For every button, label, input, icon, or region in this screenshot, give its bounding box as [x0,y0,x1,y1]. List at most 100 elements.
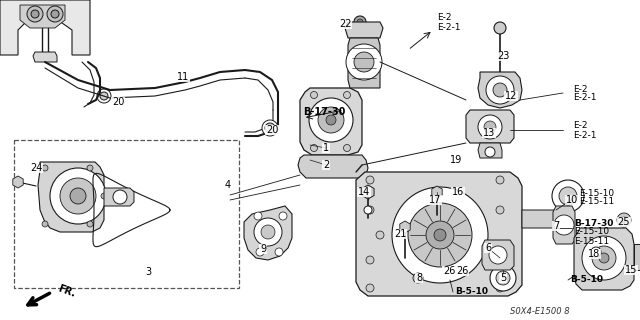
Circle shape [42,221,48,227]
Text: 23: 23 [497,51,509,61]
Circle shape [426,221,454,249]
Text: 7: 7 [553,221,559,231]
Polygon shape [298,155,368,178]
Polygon shape [38,162,104,232]
Polygon shape [33,52,57,62]
Polygon shape [300,88,362,155]
Circle shape [354,16,366,28]
Text: 3: 3 [145,267,151,277]
Polygon shape [522,210,560,228]
Circle shape [262,120,278,136]
Polygon shape [244,206,292,260]
Polygon shape [400,221,410,233]
Circle shape [326,115,336,125]
Polygon shape [478,72,522,108]
Circle shape [493,83,507,97]
Text: 12: 12 [505,91,517,101]
Text: 17: 17 [429,195,441,205]
Circle shape [357,19,363,25]
Text: 13: 13 [483,128,495,138]
Polygon shape [482,240,514,270]
Text: S0X4-E1500 8: S0X4-E1500 8 [510,308,570,316]
Circle shape [366,206,374,214]
Circle shape [494,22,506,34]
Circle shape [392,187,488,283]
Circle shape [254,218,282,246]
Text: B-17-30: B-17-30 [574,219,613,228]
Circle shape [496,206,504,214]
Circle shape [415,276,420,281]
Text: 6: 6 [485,243,491,253]
Circle shape [434,229,446,241]
Circle shape [490,265,516,291]
Circle shape [408,203,472,267]
Polygon shape [432,186,442,198]
Circle shape [486,76,514,104]
Circle shape [496,176,504,184]
Text: 19: 19 [450,155,462,165]
Polygon shape [634,244,640,270]
Circle shape [318,107,344,133]
Polygon shape [362,185,374,199]
Text: 14: 14 [358,187,370,197]
Circle shape [100,92,108,100]
Circle shape [310,92,317,99]
Polygon shape [466,110,514,143]
Text: 16: 16 [452,187,464,197]
Circle shape [42,165,48,171]
Text: 25: 25 [618,217,630,227]
Text: 5: 5 [500,273,506,283]
Circle shape [489,246,507,264]
Circle shape [97,89,111,103]
Circle shape [496,284,504,292]
Circle shape [496,256,504,264]
Text: 20: 20 [112,97,124,107]
Text: E-15-10: E-15-10 [574,228,609,236]
Circle shape [364,206,372,214]
Polygon shape [345,22,383,38]
Circle shape [552,180,584,212]
Text: E-2: E-2 [573,122,588,131]
Circle shape [366,284,374,292]
Text: 2: 2 [323,160,329,170]
Text: 1: 1 [323,143,329,153]
Circle shape [256,248,264,256]
Text: E-15-11: E-15-11 [574,236,609,245]
Circle shape [496,271,510,285]
Text: 21: 21 [394,229,406,239]
Text: B-5-10: B-5-10 [455,287,488,297]
Text: 18: 18 [588,249,600,259]
Polygon shape [0,0,90,55]
Text: E-15-10: E-15-10 [579,188,614,197]
Text: 10: 10 [566,195,578,205]
Circle shape [344,145,351,151]
Circle shape [265,123,275,133]
Circle shape [599,253,609,263]
Circle shape [366,176,374,184]
Text: E-2-1: E-2-1 [573,93,596,102]
Circle shape [484,121,496,133]
Circle shape [591,247,601,257]
Circle shape [554,215,574,235]
Circle shape [60,178,96,214]
Text: E-2-1: E-2-1 [573,131,596,140]
Text: 4: 4 [225,180,231,190]
Text: E-2: E-2 [573,84,588,93]
Circle shape [478,115,502,139]
Text: FR.: FR. [56,283,76,299]
Circle shape [31,10,39,18]
Polygon shape [13,176,23,188]
Text: 26: 26 [456,266,468,276]
Circle shape [275,248,283,256]
Circle shape [51,10,59,18]
Polygon shape [478,143,502,158]
Text: B-5-10: B-5-10 [570,276,603,284]
Circle shape [279,212,287,220]
Circle shape [101,193,107,199]
Circle shape [366,256,374,264]
Circle shape [87,221,93,227]
Circle shape [621,217,627,223]
Bar [14,140,239,288]
Circle shape [87,165,93,171]
Text: 24: 24 [30,163,42,173]
